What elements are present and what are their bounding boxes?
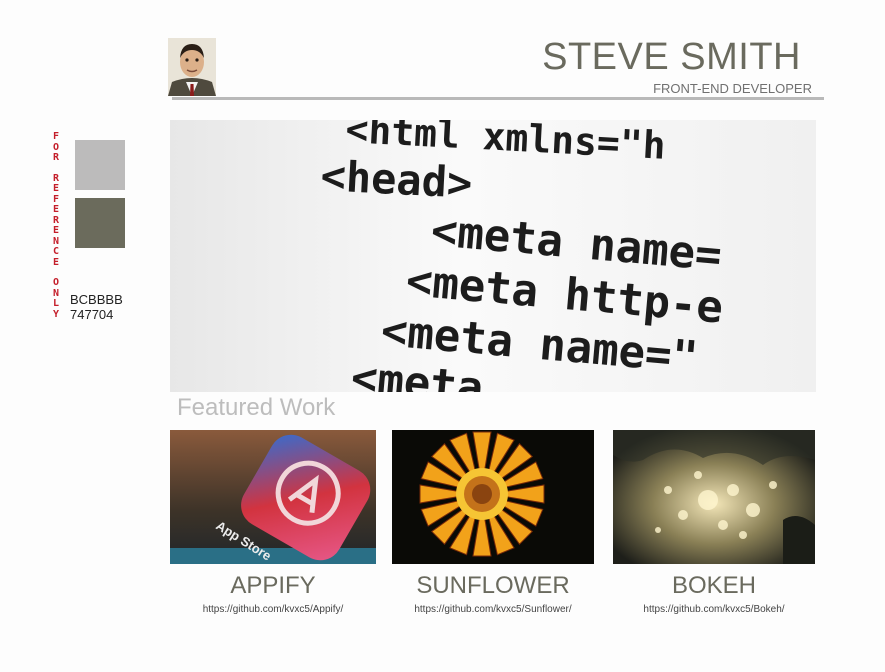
header-divider — [172, 97, 824, 100]
project-title[interactable]: SUNFLOWER — [416, 572, 570, 599]
project-link[interactable]: https://github.com/kvxc5/Sunflower/ — [414, 604, 572, 615]
project-title[interactable]: BOKEH — [671, 572, 757, 599]
project-link[interactable]: https://github.com/kvxc5/Appify/ — [202, 604, 344, 615]
job-title: FRONT-END DEVELOPER — [653, 81, 812, 96]
color-codes: BCBBBB 747704 — [70, 292, 123, 322]
project-card-bokeh[interactable]: BOKEH https://github.com/kvxc5/Bokeh/ — [613, 430, 815, 615]
color-swatch-light — [75, 140, 125, 190]
color-code-1: BCBBBB — [70, 292, 123, 307]
color-code-2: 747704 — [70, 307, 114, 322]
project-link[interactable]: https://github.com/kvxc5/Bokeh/ — [643, 604, 785, 615]
project-card-appify[interactable]: App Store APPIFY https://github.com/kvxc… — [170, 430, 376, 615]
avatar — [168, 38, 216, 96]
color-swatch-dark — [75, 198, 125, 248]
bokeh-thumbnail[interactable] — [613, 430, 815, 564]
project-card-sunflower[interactable]: SUNFLOWER https://github.com/kvxc5/Sunfl… — [392, 430, 594, 615]
sunflower-thumbnail[interactable] — [392, 430, 594, 564]
project-title[interactable]: APPIFY — [230, 572, 316, 599]
appify-thumbnail[interactable]: App Store — [170, 430, 376, 564]
hero-code-image: <html xmlns="h <head> <meta name= <meta … — [170, 120, 816, 392]
page-title: STEVE SMITH — [542, 36, 801, 78]
for-reference-only-label: F O R R E F E R E N C E O N L Y — [52, 131, 60, 320]
featured-work-heading: Featured Work — [177, 394, 336, 421]
code-line-2: <head> — [319, 151, 473, 208]
